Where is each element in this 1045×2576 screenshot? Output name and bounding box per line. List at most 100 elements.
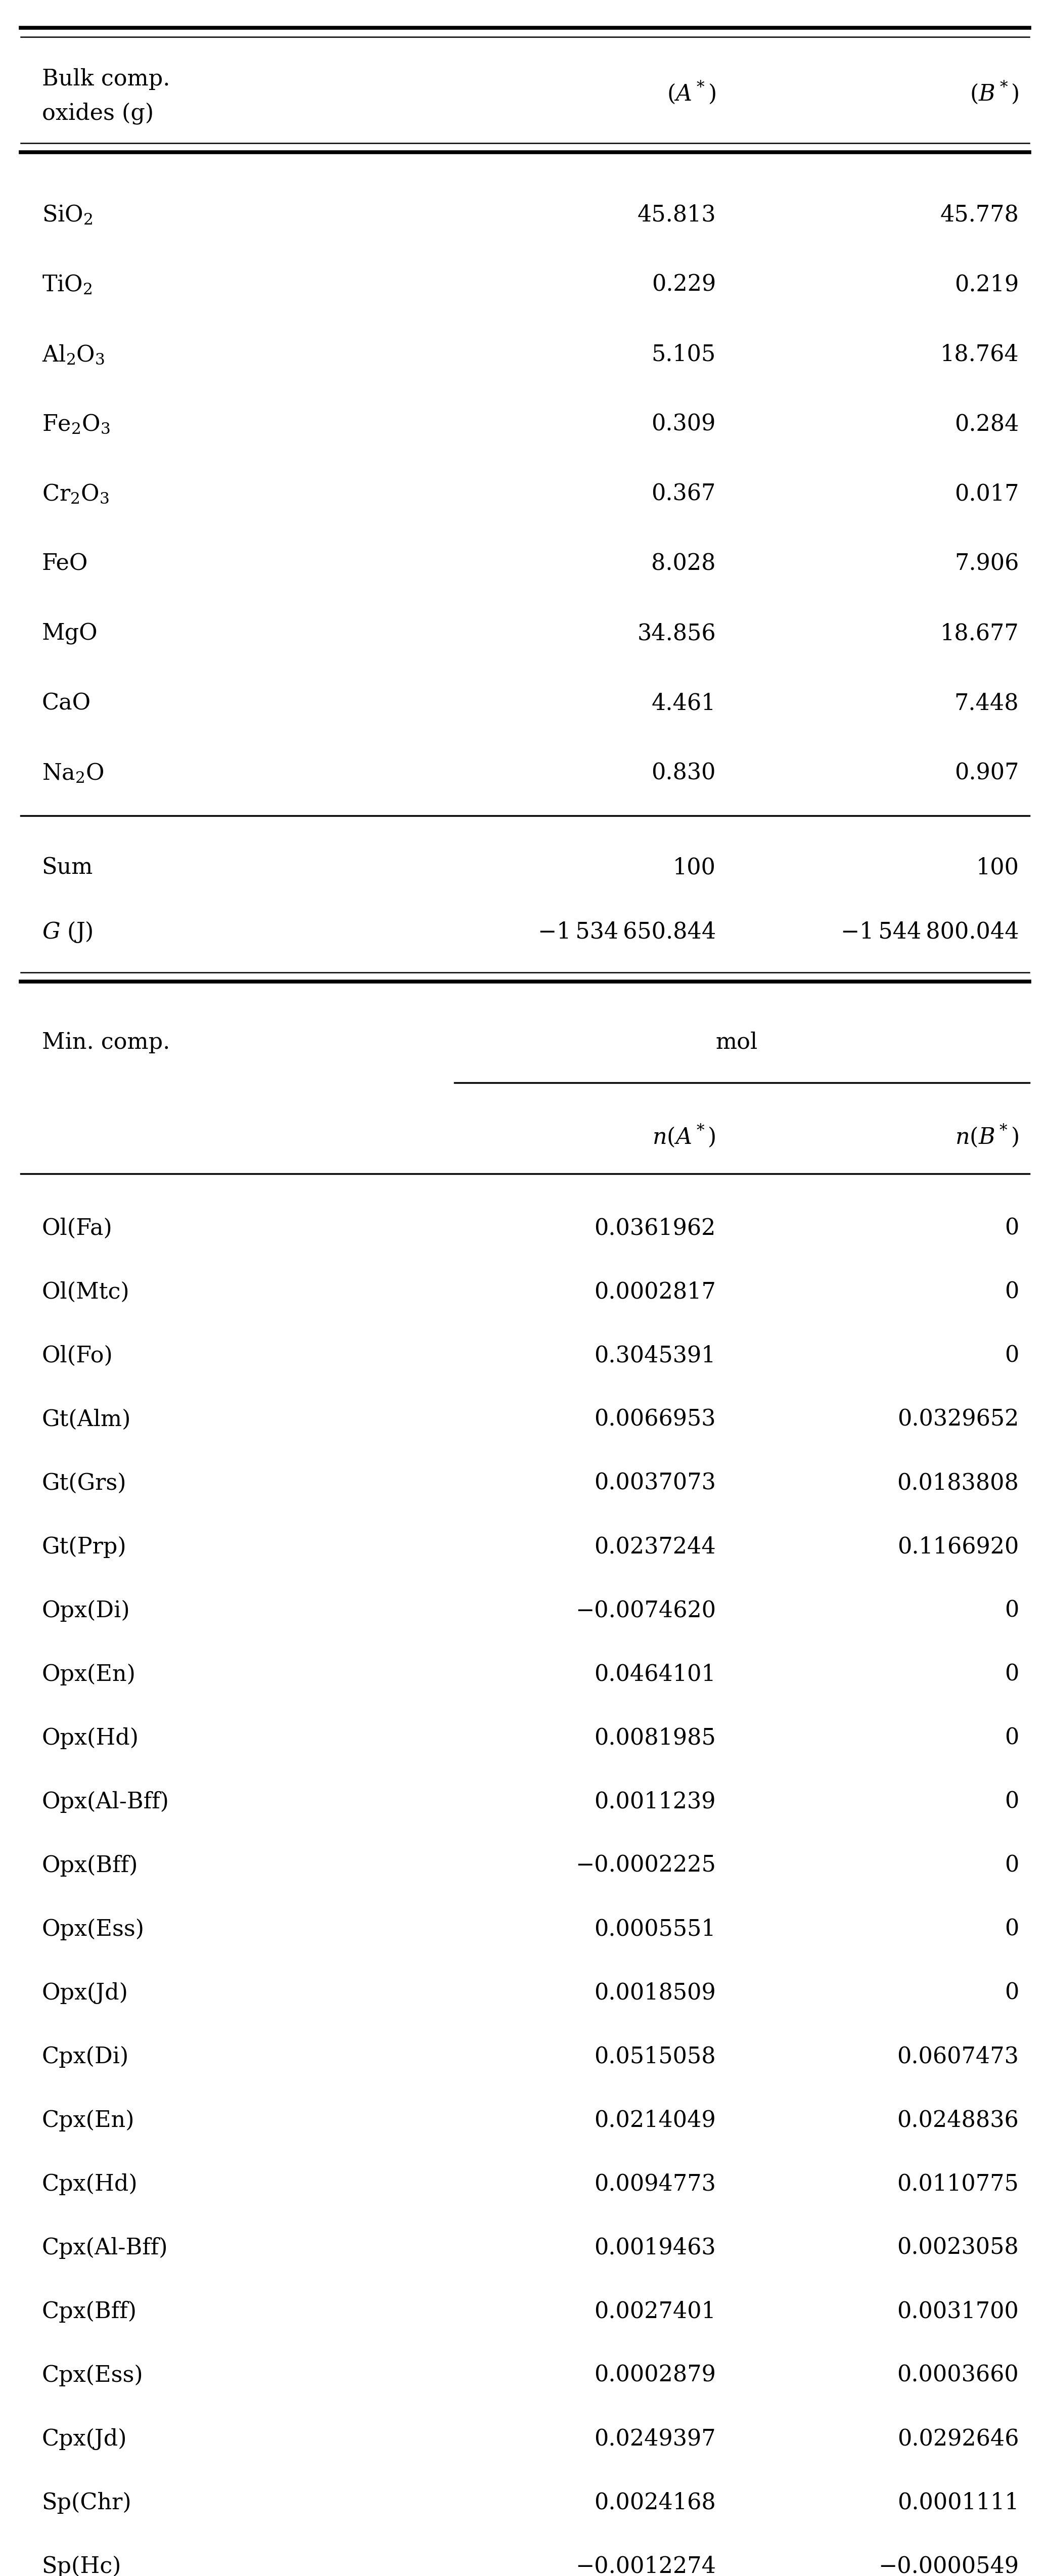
Text: 45.778: 45.778 xyxy=(940,204,1019,227)
Text: 0.907: 0.907 xyxy=(954,762,1019,783)
Text: 0: 0 xyxy=(1004,1280,1019,1303)
Text: Opx(Jd): Opx(Jd) xyxy=(42,1981,129,2004)
Text: 0.0361962: 0.0361962 xyxy=(595,1218,716,1239)
Text: 0.0031700: 0.0031700 xyxy=(897,2300,1019,2324)
Text: Cpx(Bff): Cpx(Bff) xyxy=(42,2300,137,2324)
Text: 0: 0 xyxy=(1004,1218,1019,1239)
Text: 0.0329652: 0.0329652 xyxy=(898,1409,1019,1430)
Text: Ol(Mtc): Ol(Mtc) xyxy=(42,1280,130,1303)
Text: 0.0237244: 0.0237244 xyxy=(595,1535,716,1558)
Text: Cpx(Di): Cpx(Di) xyxy=(42,2045,129,2069)
Text: 0.0002817: 0.0002817 xyxy=(594,1280,716,1303)
Text: Min. comp.: Min. comp. xyxy=(42,1030,170,1054)
Text: −1 534 650.844: −1 534 650.844 xyxy=(538,922,716,943)
Text: 0: 0 xyxy=(1004,1600,1019,1620)
Text: 7.448: 7.448 xyxy=(954,693,1019,714)
Text: 0: 0 xyxy=(1004,1790,1019,1814)
Text: 0.0023058: 0.0023058 xyxy=(898,2236,1019,2259)
Text: 4.461: 4.461 xyxy=(651,693,716,714)
Text: 0.0018509: 0.0018509 xyxy=(595,1981,716,2004)
Text: Cpx(Hd): Cpx(Hd) xyxy=(42,2174,138,2195)
Text: Cpx(Ess): Cpx(Ess) xyxy=(42,2365,143,2385)
Text: 0.0024168: 0.0024168 xyxy=(595,2491,716,2514)
Text: 18.764: 18.764 xyxy=(940,343,1019,366)
Text: 0: 0 xyxy=(1004,1726,1019,1749)
Text: Sp(Chr): Sp(Chr) xyxy=(42,2491,132,2514)
Text: 0.0094773: 0.0094773 xyxy=(594,2174,716,2195)
Text: Cpx(Al-Bff): Cpx(Al-Bff) xyxy=(42,2236,168,2259)
Text: 100: 100 xyxy=(976,858,1019,878)
Text: 0.0183808: 0.0183808 xyxy=(897,1473,1019,1494)
Text: $(B^*)$: $(B^*)$ xyxy=(970,80,1019,106)
Text: 0.309: 0.309 xyxy=(651,412,716,435)
Text: Cr$_2$O$_3$: Cr$_2$O$_3$ xyxy=(42,482,109,505)
Text: Gt(Grs): Gt(Grs) xyxy=(42,1473,126,1494)
Text: oxides (g): oxides (g) xyxy=(42,103,154,124)
Text: FeO: FeO xyxy=(42,554,88,574)
Text: 0: 0 xyxy=(1004,1664,1019,1685)
Text: Gt(Prp): Gt(Prp) xyxy=(42,1535,126,1558)
Text: 0.0464101: 0.0464101 xyxy=(595,1664,716,1685)
Text: 5.105: 5.105 xyxy=(651,343,716,366)
Text: Bulk comp.: Bulk comp. xyxy=(42,67,170,90)
Text: 0: 0 xyxy=(1004,1919,1019,1940)
Text: 0.0011239: 0.0011239 xyxy=(595,1790,716,1814)
Text: 0.219: 0.219 xyxy=(954,273,1019,296)
Text: 0.0214049: 0.0214049 xyxy=(595,2110,716,2130)
Text: 0.1166920: 0.1166920 xyxy=(898,1535,1019,1558)
Text: −0.0000549: −0.0000549 xyxy=(878,2555,1019,2576)
Text: 8.028: 8.028 xyxy=(651,554,716,574)
Text: 0.0002879: 0.0002879 xyxy=(594,2365,716,2385)
Text: Sp(Hc): Sp(Hc) xyxy=(42,2555,121,2576)
Text: 0: 0 xyxy=(1004,1981,1019,2004)
Text: −0.0012274: −0.0012274 xyxy=(576,2555,716,2576)
Text: Ol(Fo): Ol(Fo) xyxy=(42,1345,113,1368)
Text: 0: 0 xyxy=(1004,1855,1019,1875)
Text: 0.0607473: 0.0607473 xyxy=(897,2045,1019,2069)
Text: 0.0249397: 0.0249397 xyxy=(595,2429,716,2450)
Text: Opx(Ess): Opx(Ess) xyxy=(42,1919,144,1940)
Text: 0.284: 0.284 xyxy=(954,412,1019,435)
Text: −0.0002225: −0.0002225 xyxy=(576,1855,716,1875)
Text: Cpx(Jd): Cpx(Jd) xyxy=(42,2429,127,2450)
Text: 0.0037073: 0.0037073 xyxy=(594,1473,716,1494)
Text: MgO: MgO xyxy=(42,623,98,644)
Text: 0.0110775: 0.0110775 xyxy=(898,2174,1019,2195)
Text: 0.830: 0.830 xyxy=(651,762,716,783)
Text: 0.0515058: 0.0515058 xyxy=(595,2045,716,2069)
Text: 34.856: 34.856 xyxy=(637,623,716,644)
Text: Ol(Fa): Ol(Fa) xyxy=(42,1218,113,1239)
Text: −0.0074620: −0.0074620 xyxy=(575,1600,716,1620)
Text: 0.0005551: 0.0005551 xyxy=(595,1919,716,1940)
Text: $n(B^*)$: $n(B^*)$ xyxy=(955,1123,1019,1149)
Text: CaO: CaO xyxy=(42,693,91,714)
Text: Opx(Di): Opx(Di) xyxy=(42,1600,130,1620)
Text: Cpx(En): Cpx(En) xyxy=(42,2110,135,2130)
Text: mol: mol xyxy=(716,1030,758,1054)
Text: Opx(Bff): Opx(Bff) xyxy=(42,1855,138,1875)
Text: $n(A^*)$: $n(A^*)$ xyxy=(652,1123,716,1149)
Text: 7.906: 7.906 xyxy=(954,554,1019,574)
Text: 0.0027401: 0.0027401 xyxy=(594,2300,716,2324)
Text: 18.677: 18.677 xyxy=(940,623,1019,644)
Text: 0.0248836: 0.0248836 xyxy=(898,2110,1019,2130)
Text: 0.3045391: 0.3045391 xyxy=(595,1345,716,1368)
Text: 45.813: 45.813 xyxy=(637,204,716,227)
Text: SiO$_2$: SiO$_2$ xyxy=(42,204,93,227)
Text: 0.0001111: 0.0001111 xyxy=(898,2491,1019,2514)
Text: 0.367: 0.367 xyxy=(651,484,716,505)
Text: −1 544 800.044: −1 544 800.044 xyxy=(840,922,1019,943)
Text: Opx(Hd): Opx(Hd) xyxy=(42,1726,139,1749)
Text: 0.0292646: 0.0292646 xyxy=(898,2429,1019,2450)
Text: Al$_2$O$_3$: Al$_2$O$_3$ xyxy=(42,343,105,366)
Text: 0.0081985: 0.0081985 xyxy=(595,1726,716,1749)
Text: Fe$_2$O$_3$: Fe$_2$O$_3$ xyxy=(42,412,110,435)
Text: Sum: Sum xyxy=(42,858,93,878)
Text: 0.0019463: 0.0019463 xyxy=(595,2236,716,2259)
Text: $(A^*)$: $(A^*)$ xyxy=(667,80,716,106)
Text: TiO$_2$: TiO$_2$ xyxy=(42,273,92,296)
Text: 0.0003660: 0.0003660 xyxy=(898,2365,1019,2385)
Text: Opx(En): Opx(En) xyxy=(42,1664,136,1685)
Text: $G$ (J): $G$ (J) xyxy=(42,920,93,945)
Text: 0.017: 0.017 xyxy=(954,484,1019,505)
